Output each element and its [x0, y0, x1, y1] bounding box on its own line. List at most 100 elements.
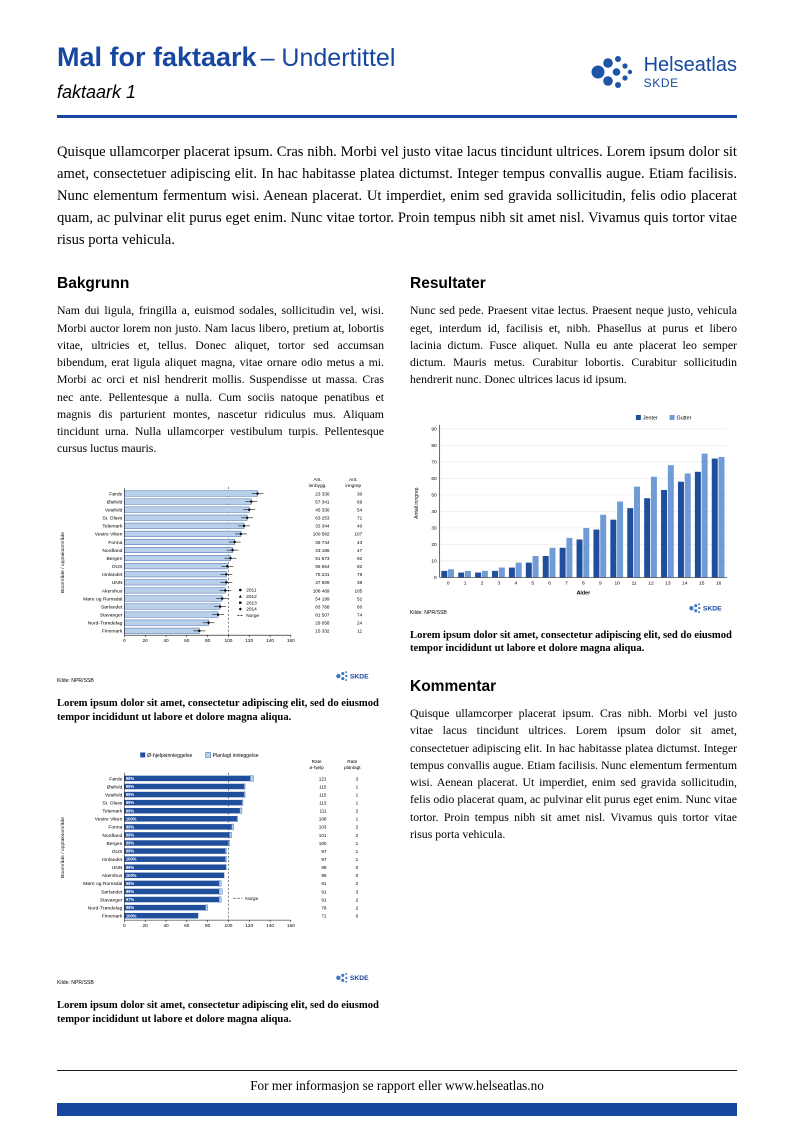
svg-text:40: 40 [163, 639, 169, 645]
svg-text:23 330: 23 330 [315, 492, 330, 497]
svg-text:12: 12 [648, 580, 654, 586]
svg-text:Boområde / opptaksområde: Boområde / opptaksområde [59, 817, 66, 878]
svg-text:2012: 2012 [246, 594, 257, 600]
svg-text:UNN: UNN [112, 581, 123, 587]
svg-text:7: 7 [565, 580, 568, 586]
svg-text:98: 98 [321, 865, 327, 870]
svg-text:10: 10 [431, 558, 437, 564]
left-column: Bakgrunn Nam dui ligula, fringilla a, eu… [57, 275, 384, 1026]
svg-text:103: 103 [319, 825, 327, 830]
svg-text:60: 60 [431, 476, 437, 482]
svg-text:2013: 2013 [246, 601, 257, 607]
svg-text:60: 60 [184, 923, 190, 929]
svg-text:63 253: 63 253 [315, 516, 330, 521]
svg-text:92: 92 [357, 556, 363, 561]
svg-text:0: 0 [123, 639, 126, 645]
header: Mal for faktaark – Undertittel faktaark … [57, 0, 737, 118]
svg-text:101: 101 [319, 833, 327, 838]
logo-text: Helseatlas SKDE [644, 54, 737, 90]
svg-text:39 744: 39 744 [315, 540, 330, 545]
svg-text:0: 0 [356, 873, 359, 878]
svg-text:Jenter: Jenter [643, 415, 658, 421]
svg-text:1: 1 [356, 849, 359, 854]
svg-text:6: 6 [548, 580, 551, 586]
svg-text:Kilde: NPR/SSB: Kilde: NPR/SSB [57, 678, 94, 684]
section-heading-kommentar: Kommentar [410, 678, 497, 696]
svg-text:45 330: 45 330 [315, 508, 330, 513]
svg-text:inngrep: inngrep [345, 483, 361, 489]
svg-text:99%: 99% [126, 841, 135, 846]
svg-text:96: 96 [321, 873, 327, 878]
svg-text:99%: 99% [126, 865, 135, 870]
svg-text:20: 20 [431, 542, 437, 548]
footer: For mer informasjon se rapport eller www… [57, 1070, 737, 1116]
chart-area-rates-caption: Lorem ipsum dolor sit amet, consectetur … [57, 698, 379, 724]
svg-text:52: 52 [357, 597, 363, 602]
svg-text:100%: 100% [126, 873, 137, 878]
svg-text:121: 121 [319, 776, 327, 781]
svg-text:Norge: Norge [246, 613, 259, 619]
svg-text:113: 113 [319, 800, 327, 805]
footer-text: For mer informasjon se rapport eller www… [250, 1078, 544, 1093]
svg-text:Nordland: Nordland [102, 833, 122, 839]
svg-text:Østfold: Østfold [107, 784, 123, 790]
svg-text:Stavanger: Stavanger [100, 613, 123, 619]
svg-text:47: 47 [357, 548, 363, 553]
svg-text:5: 5 [531, 580, 534, 586]
svg-text:108 469: 108 469 [313, 589, 330, 594]
svg-text:Nord-Trøndelag: Nord-Trøndelag [88, 905, 123, 911]
footer-bar [57, 1103, 737, 1116]
svg-text:OUS: OUS [112, 564, 123, 570]
svg-text:100%: 100% [126, 857, 137, 862]
chart-age-distribution-caption: Lorem ipsum dolor sit amet, consectetur … [410, 629, 732, 655]
svg-text:1: 1 [356, 792, 359, 797]
svg-text:40: 40 [357, 524, 363, 529]
resultater-text: Nunc sed pede. Praesent vitae lectus. Pr… [410, 303, 737, 387]
svg-text:15: 15 [699, 580, 705, 586]
svg-text:100 582: 100 582 [313, 532, 330, 537]
svg-text:29 058: 29 058 [315, 621, 330, 626]
svg-text:115: 115 [319, 792, 327, 797]
svg-text:innbygg.: innbygg. [309, 483, 327, 489]
svg-text:99%: 99% [126, 832, 135, 837]
page-title: Mal for faktaark – Undertittel [57, 42, 395, 73]
svg-text:UNN: UNN [112, 865, 123, 871]
svg-text:57 341: 57 341 [315, 500, 330, 505]
svg-text:3: 3 [498, 580, 501, 586]
svg-text:20: 20 [143, 923, 149, 929]
svg-text:43: 43 [357, 540, 363, 545]
title-main: Mal for faktaark [57, 42, 257, 72]
svg-text:81 507: 81 507 [315, 613, 330, 618]
svg-text:74: 74 [357, 613, 363, 618]
chart-admission-types-caption: Lorem ipsum dolor sit amet, consectetur … [57, 999, 379, 1025]
svg-text:97: 97 [321, 857, 327, 862]
svg-text:Telemark: Telemark [102, 524, 123, 530]
svg-text:83 788: 83 788 [315, 605, 330, 610]
svg-text:Rate: Rate [347, 759, 357, 765]
svg-text:Nordland: Nordland [102, 548, 122, 554]
svg-text:105: 105 [354, 589, 362, 594]
svg-text:OUS: OUS [112, 849, 123, 855]
svg-text:St. Olavs: St. Olavs [102, 516, 123, 522]
svg-text:99%: 99% [126, 792, 135, 797]
svg-text:33 344: 33 344 [315, 524, 330, 529]
svg-text:50: 50 [431, 492, 437, 498]
svg-text:91: 91 [321, 881, 327, 886]
svg-text:SKDE: SKDE [350, 674, 369, 681]
svg-text:54 199: 54 199 [315, 597, 330, 602]
svg-text:Ant.: Ant. [349, 477, 357, 483]
svg-text:Planlagt innleggelse: Planlagt innleggelse [213, 753, 259, 759]
svg-text:Vestre Viken: Vestre Viken [95, 532, 123, 538]
svg-text:78: 78 [321, 905, 327, 910]
svg-text:Fonna: Fonna [108, 540, 122, 546]
svg-text:0: 0 [123, 923, 126, 929]
svg-text:Førde: Førde [109, 492, 122, 498]
svg-text:97%: 97% [126, 897, 135, 902]
svg-text:10: 10 [615, 580, 621, 586]
chart-age-distribution: Jenter Gutter 0 10 20 30 40 50 60 70 80 90 Antall in… [410, 413, 737, 617]
svg-text:2: 2 [356, 825, 359, 830]
svg-text:30: 30 [357, 492, 363, 497]
svg-text:78: 78 [357, 573, 363, 578]
svg-text:54: 54 [357, 508, 363, 513]
section-heading-resultater: Resultater [410, 275, 486, 293]
